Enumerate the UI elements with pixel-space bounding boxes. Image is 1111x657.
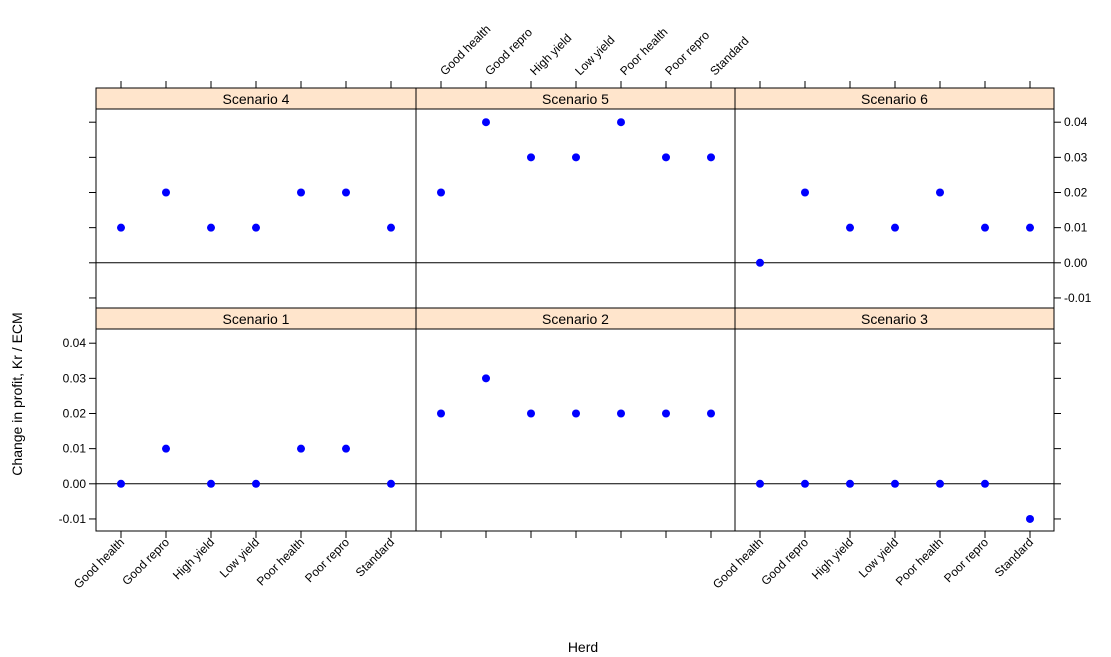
data-point — [437, 409, 445, 418]
data-point — [891, 479, 899, 488]
panel-title: Scenario 1 — [223, 311, 290, 327]
y-tick-label: -0.01 — [1064, 291, 1092, 305]
data-point — [846, 223, 854, 232]
panel-title: Scenario 5 — [542, 91, 609, 107]
x-tick-label: Low yield — [856, 535, 901, 580]
data-point — [207, 223, 215, 232]
panel-frames — [95, 87, 1055, 532]
data-point — [617, 118, 625, 127]
data-point — [162, 188, 170, 197]
data-point — [981, 223, 989, 232]
data-point — [342, 444, 350, 453]
y-tick-label: 0.01 — [1064, 221, 1088, 235]
y-tick-label: 0.02 — [63, 407, 87, 421]
x-tick-label: Poor health — [893, 535, 946, 588]
data-point — [437, 188, 445, 197]
data-point — [342, 188, 350, 197]
y-tick-label: 0.01 — [63, 442, 87, 456]
x-tick-label: Poor health — [254, 535, 307, 588]
data-points — [117, 118, 1034, 523]
data-point — [297, 188, 305, 197]
y-tick-label: 0.03 — [63, 371, 87, 385]
y-tick-label: 0.02 — [1064, 186, 1088, 200]
x-tick-label: Poor repro — [941, 535, 991, 585]
axis-ticks — [89, 81, 1061, 538]
zero-reference-lines — [96, 262, 1054, 485]
panel-frame — [95, 87, 1055, 532]
panel-title: Scenario 6 — [861, 91, 928, 107]
y-tick-label: -0.01 — [59, 512, 87, 526]
x-tick-label: Poor repro — [302, 535, 352, 585]
x-tick-label: Good health — [710, 535, 766, 591]
data-point — [387, 223, 395, 232]
panel-strips — [95, 87, 1055, 330]
data-point — [981, 479, 989, 488]
data-point — [936, 188, 944, 197]
data-point — [801, 479, 809, 488]
y-axis-label: Change in profit, Kr / ECM — [9, 312, 25, 475]
x-tick-label: High yield — [527, 31, 574, 78]
panel-title: Scenario 2 — [542, 311, 609, 327]
x-tick-label: Good repro — [758, 535, 811, 588]
data-point — [527, 153, 535, 162]
data-point — [707, 153, 715, 162]
panel-title: Scenario 4 — [223, 91, 290, 107]
x-tick-label: High yield — [809, 535, 856, 582]
y-tick-label: 0.00 — [1064, 256, 1088, 270]
data-point — [662, 153, 670, 162]
data-point — [707, 409, 715, 418]
y-tick-label: 0.00 — [63, 477, 87, 491]
panel-title: Scenario 3 — [861, 311, 928, 327]
data-point — [387, 479, 395, 488]
data-point — [252, 479, 260, 488]
data-point — [617, 409, 625, 418]
x-tick-label: Poor health — [617, 25, 670, 78]
data-point — [162, 444, 170, 453]
x-axis-label: Herd — [568, 639, 598, 655]
x-tick-label: High yield — [170, 535, 217, 582]
data-point — [846, 479, 854, 488]
data-point — [662, 409, 670, 418]
x-tick-label: Low yield — [572, 33, 617, 78]
x-tick-label: Good health — [71, 535, 127, 591]
data-point — [572, 409, 580, 418]
data-point — [207, 479, 215, 488]
data-point — [252, 223, 260, 232]
data-point — [891, 223, 899, 232]
data-point — [527, 409, 535, 418]
x-tick-label: Standard — [992, 535, 1036, 579]
data-point — [482, 118, 490, 127]
data-point — [1026, 514, 1034, 523]
x-tick-label: Good repro — [119, 535, 172, 588]
y-tick-label: 0.03 — [1064, 150, 1088, 164]
data-point — [572, 153, 580, 162]
data-point — [936, 479, 944, 488]
y-tick-label: 0.04 — [63, 336, 87, 350]
data-point — [117, 223, 125, 232]
data-point — [756, 258, 764, 267]
data-point — [297, 444, 305, 453]
data-point — [1026, 223, 1034, 232]
panel-titles: Scenario 4 Scenario 5 Scenario 6 Scenario 1… — [223, 91, 929, 327]
y-tick-label: 0.04 — [1064, 115, 1088, 129]
x-tick-label: Standard — [707, 34, 751, 78]
y-tick-labels: -0.01 0.00 0.01 0.02 0.03 0.04 -0.01 0.00 0.01 0.… — [59, 115, 1092, 526]
data-point — [117, 479, 125, 488]
data-point — [482, 374, 490, 383]
data-point — [801, 188, 809, 197]
x-tick-label: Low yield — [217, 535, 262, 580]
data-point — [756, 479, 764, 488]
x-tick-label: Standard — [353, 535, 397, 579]
